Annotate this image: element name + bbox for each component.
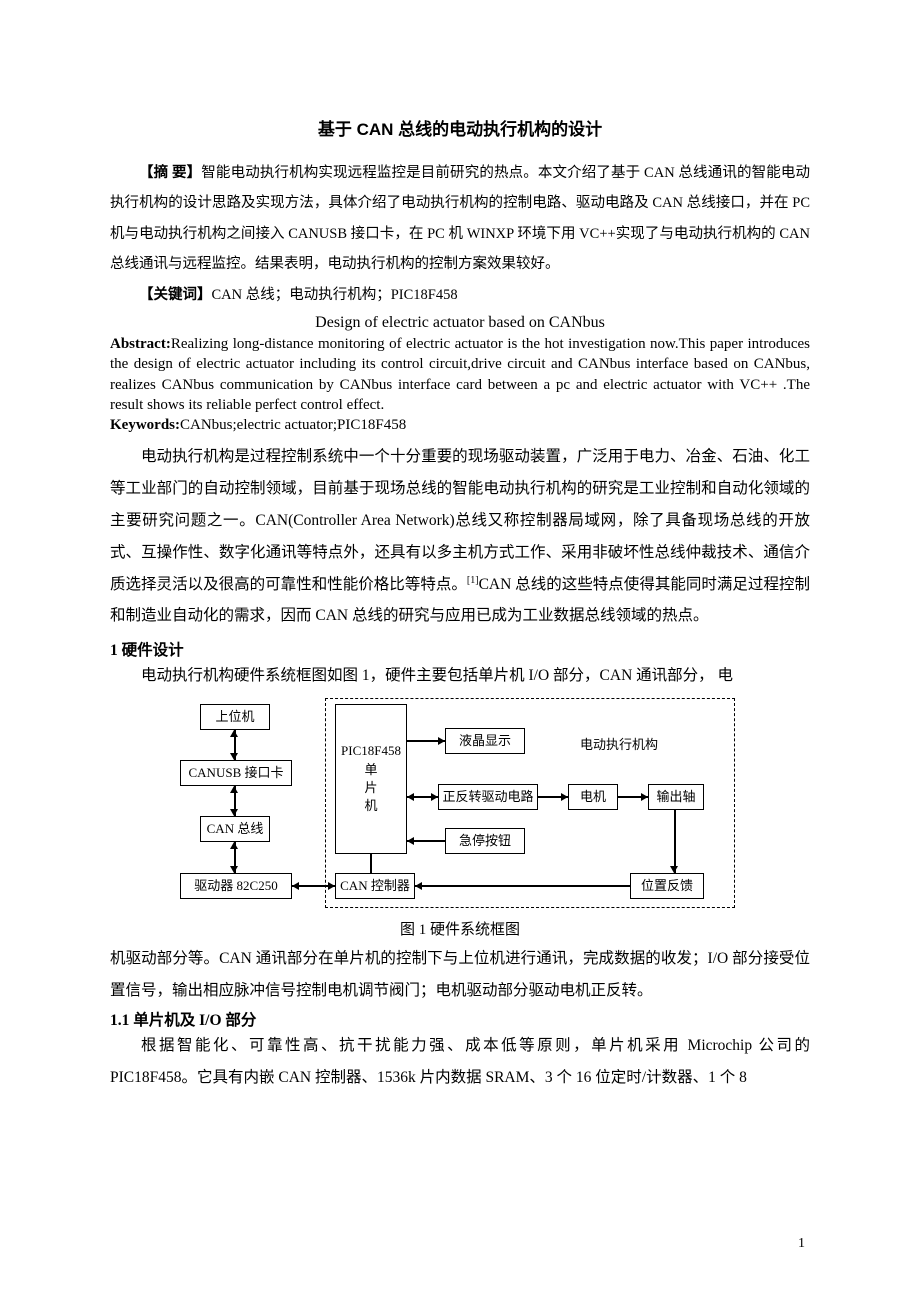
section-1-1-heading: 1.1 单片机及 I/O 部分 — [110, 1008, 810, 1030]
arrow-head-icon — [670, 866, 678, 873]
arrow-head-icon — [230, 842, 238, 849]
figure-1: 上位机 CANUSB 接口卡 CAN 总线 驱动器 82C250 PIC18F4… — [180, 698, 740, 939]
arrow-head-icon — [438, 737, 445, 745]
node-output-shaft: 输出轴 — [648, 784, 704, 810]
node-estop-button: 急停按钮 — [445, 828, 525, 854]
section-1-heading: 1 硬件设计 — [110, 638, 810, 660]
page-number: 1 — [798, 1236, 805, 1252]
section-1-para-2: 机驱动部分等。CAN 通讯部分在单片机的控制下与上位机进行通讯，完成数据的收发；… — [110, 943, 810, 1007]
page: 基于 CAN 总线的电动执行机构的设计 【摘 要】智能电动执行机构实现远程监控是… — [0, 0, 920, 1302]
abstract-label: 【摘 要】 — [139, 165, 201, 181]
arrow-head-icon — [230, 866, 238, 873]
arrow-head-icon — [415, 882, 422, 890]
edge-line — [674, 810, 676, 873]
en-keywords-label: Keywords: — [110, 417, 180, 433]
intro-text-a: 电动执行机构是过程控制系统中一个十分重要的现场驱动装置，广泛用于电力、冶金、石油… — [110, 448, 810, 592]
en-abstract-paragraph: Abstract:Realizing long-distance monitor… — [110, 334, 810, 415]
node-fwd-rev-drive: 正反转驱动电路 — [438, 784, 538, 810]
keywords-paragraph: 【关键词】CAN 总线；电动执行机构；PIC18F458 — [110, 280, 810, 310]
node-canusb-card: CANUSB 接口卡 — [180, 760, 292, 786]
figure-1-caption: 图 1 硬件系统框图 — [180, 918, 740, 939]
keywords-text: CAN 总线；电动执行机构；PIC18F458 — [212, 287, 458, 303]
node-position-feedback: 位置反馈 — [630, 873, 704, 899]
en-abstract-label: Abstract: — [110, 336, 171, 352]
edge-line — [415, 885, 630, 887]
paper-title: 基于 CAN 总线的电动执行机构的设计 — [110, 115, 810, 140]
intro-paragraph: 电动执行机构是过程控制系统中一个十分重要的现场驱动装置，广泛用于电力、冶金、石油… — [110, 441, 810, 632]
arrow-head-icon — [407, 793, 414, 801]
arrow-head-icon — [561, 793, 568, 801]
keywords-label: 【关键词】 — [139, 287, 212, 303]
en-keywords-text: CANbus;electric actuator;PIC18F458 — [180, 417, 406, 433]
abstract-text: 智能电动执行机构实现远程监控是目前研究的热点。本文介绍了基于 CAN 总线通讯的… — [110, 165, 810, 272]
node-mcu-pic18f458: PIC18F458 单 片 机 — [335, 704, 407, 854]
arrow-head-icon — [230, 809, 238, 816]
en-title: Design of electric actuator based on CAN… — [110, 314, 810, 332]
citation-marker: [1] — [467, 574, 479, 585]
section-1-para-1: 电动执行机构硬件系统框图如图 1，硬件主要包括单片机 I/O 部分，CAN 通讯… — [110, 660, 810, 692]
en-abstract-text: Realizing long-distance monitoring of el… — [110, 336, 810, 413]
arrow-head-icon — [230, 786, 238, 793]
arrow-head-icon — [328, 882, 335, 890]
node-can-bus: CAN 总线 — [200, 816, 270, 842]
arrow-head-icon — [292, 882, 299, 890]
en-keywords-paragraph: Keywords:CANbus;electric actuator;PIC18F… — [110, 415, 810, 435]
section-1-1-para-1: 根据智能化、可靠性高、抗干扰能力强、成本低等原则，单片机采用 Microchip… — [110, 1030, 810, 1094]
node-lcd: 液晶显示 — [445, 728, 525, 754]
node-driver-82c250: 驱动器 82C250 — [180, 873, 292, 899]
block-diagram: 上位机 CANUSB 接口卡 CAN 总线 驱动器 82C250 PIC18F4… — [180, 698, 740, 916]
group-label-actuator: 电动执行机构 — [580, 734, 658, 753]
edge-line — [370, 854, 372, 873]
node-host: 上位机 — [200, 704, 270, 730]
node-can-controller: CAN 控制器 — [335, 873, 415, 899]
node-motor: 电机 — [568, 784, 618, 810]
arrow-head-icon — [230, 753, 238, 760]
arrow-head-icon — [407, 837, 414, 845]
arrow-head-icon — [431, 793, 438, 801]
arrow-head-icon — [641, 793, 648, 801]
arrow-head-icon — [230, 730, 238, 737]
abstract-paragraph: 【摘 要】智能电动执行机构实现远程监控是目前研究的热点。本文介绍了基于 CAN … — [110, 158, 810, 280]
